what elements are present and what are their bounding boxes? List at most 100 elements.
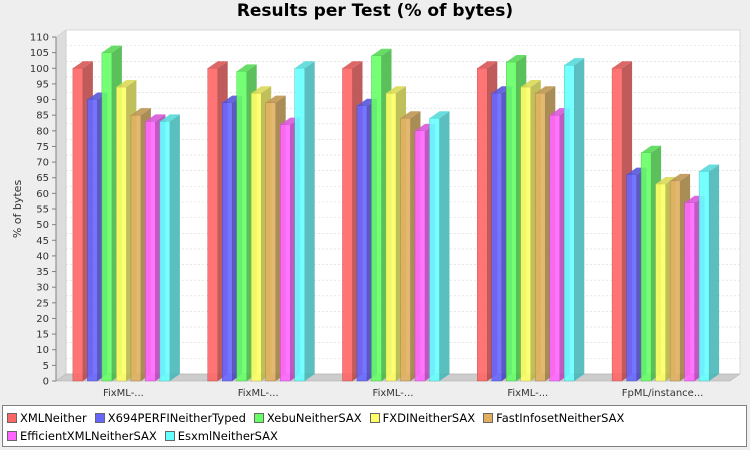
bar-top: [670, 173, 691, 181]
bar-top: [207, 61, 228, 69]
bar-front: [385, 93, 397, 382]
bar-front: [626, 174, 637, 382]
bar-top: [101, 45, 122, 53]
bar-front: [250, 93, 262, 382]
bar-top: [535, 86, 556, 94]
bar-top: [477, 61, 498, 69]
bar-top: [655, 176, 676, 184]
y-tick-label: 60: [36, 189, 49, 200]
bar-front: [342, 68, 353, 382]
bar-top: [159, 114, 180, 122]
bar-front: [207, 68, 218, 382]
y-tick-label: 100: [30, 64, 49, 75]
bar-front: [698, 171, 710, 382]
bar-top: [72, 61, 93, 69]
bar: [159, 114, 180, 382]
bar: [294, 61, 315, 382]
y-tick-label: 35: [36, 267, 49, 278]
bar-top: [116, 80, 137, 88]
bar-top: [400, 111, 421, 119]
bar-front: [116, 86, 127, 382]
y-tick-label: 0: [43, 377, 49, 388]
y-axis-label: % of bytes: [11, 180, 24, 239]
y-tick-label: 110: [30, 33, 49, 44]
bar-top: [251, 86, 272, 94]
bar-top: [429, 111, 450, 119]
y-tick-label: 85: [36, 111, 49, 122]
bar-side: [574, 58, 585, 382]
bar-front: [236, 71, 247, 382]
bar-front: [491, 93, 502, 382]
legend-item: EsxmlNeitherSAX: [164, 429, 278, 443]
y-tick-label: 50: [36, 220, 49, 231]
y-tick-label: 15: [36, 330, 49, 341]
legend-swatch: [7, 431, 17, 441]
bar-front: [564, 64, 575, 382]
bar-front: [280, 124, 291, 382]
bar-top: [265, 95, 286, 103]
y-tick-label: 5: [43, 361, 49, 372]
legend: XMLNeither X694PERFINeitherTyped XebuNeith…: [2, 405, 747, 447]
bar-top: [130, 108, 151, 116]
y-tick-label: 65: [36, 173, 49, 184]
y-tick-label: 30: [36, 283, 49, 294]
bar-front: [159, 121, 171, 382]
legend-row: XMLNeither X694PERFINeitherTyped XebuNeith…: [7, 409, 742, 427]
bar-front: [429, 118, 440, 382]
y-tick-label: 95: [36, 79, 49, 90]
bar-top: [342, 61, 363, 69]
bar-front: [684, 202, 695, 382]
bar-front: [294, 68, 305, 382]
y-tick-label: 80: [36, 126, 49, 137]
bar: [698, 164, 720, 382]
bar-side: [709, 164, 720, 381]
bar-front: [549, 114, 560, 382]
labels: 0 5 10 15 20 25 30 35 40 45 50 55 60 65 70 75 80 85 90 95 10…: [11, 33, 703, 400]
legend-label: XMLNeither: [20, 411, 87, 425]
y-tick-label: 105: [30, 48, 49, 59]
bar-side: [439, 111, 450, 382]
legend-swatch: [7, 413, 17, 423]
bar-top: [699, 164, 720, 172]
bars: [72, 45, 720, 382]
bar-front: [356, 105, 368, 382]
legend-swatch: [369, 413, 380, 423]
legend-item: X694PERFINeitherTyped: [94, 411, 246, 425]
y-tick-label: 45: [36, 236, 49, 247]
bar-front: [414, 130, 426, 382]
legend-swatch: [164, 431, 175, 441]
legend-label: EsxmlNeitherSAX: [177, 429, 278, 443]
y-tick-label: 55: [36, 205, 49, 216]
legend-label: EfficientXMLNeitherSAX: [20, 429, 157, 443]
y-tick-label: 25: [36, 298, 49, 309]
bar-front: [669, 180, 681, 382]
bar: [564, 58, 585, 382]
bar-front: [130, 114, 142, 382]
bar-top: [236, 64, 257, 72]
bar-top: [386, 86, 406, 94]
x-tick-label: FixML-...: [373, 388, 414, 399]
bar-front: [221, 102, 233, 382]
bar-top: [612, 61, 633, 69]
legend-label: FastInfosetNeitherSAX: [496, 411, 625, 425]
y-tick-label: 20: [36, 314, 49, 325]
bar-front: [520, 86, 531, 382]
bar-front: [611, 68, 623, 382]
x-tick-label: FixML-...: [238, 388, 279, 399]
legend-item: EfficientXMLNeitherSAX: [7, 429, 157, 443]
bar-top: [641, 145, 662, 153]
bar-front: [265, 102, 276, 382]
legend-swatch: [253, 413, 264, 423]
legend-swatch: [94, 413, 105, 423]
y-tick-label: 10: [36, 345, 49, 356]
x-tick-label: FixML-...: [103, 388, 144, 399]
bar-top: [564, 58, 585, 66]
legend-item: FastInfosetNeitherSAX: [483, 411, 624, 425]
bar: [429, 111, 450, 382]
bar-front: [145, 121, 156, 382]
legend-item: FXDINeitherSAX: [369, 411, 475, 425]
bar-front: [87, 99, 98, 382]
bar-front: [371, 55, 382, 382]
bar-front: [477, 68, 488, 382]
x-tick-label: FpML/instance...: [622, 388, 704, 399]
